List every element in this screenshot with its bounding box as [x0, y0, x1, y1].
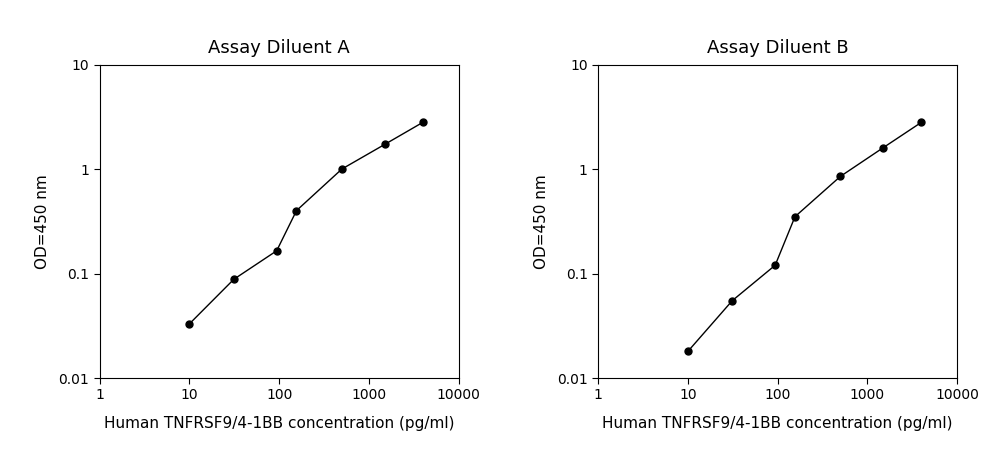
Y-axis label: OD=450 nm: OD=450 nm — [533, 174, 548, 269]
Title: Assay Diluent B: Assay Diluent B — [707, 40, 848, 58]
Y-axis label: OD=450 nm: OD=450 nm — [35, 174, 50, 269]
X-axis label: Human TNFRSF9/4-1BB concentration (pg/ml): Human TNFRSF9/4-1BB concentration (pg/ml… — [104, 416, 455, 431]
Title: Assay Diluent A: Assay Diluent A — [208, 40, 350, 58]
X-axis label: Human TNFRSF9/4-1BB concentration (pg/ml): Human TNFRSF9/4-1BB concentration (pg/ml… — [602, 416, 953, 431]
